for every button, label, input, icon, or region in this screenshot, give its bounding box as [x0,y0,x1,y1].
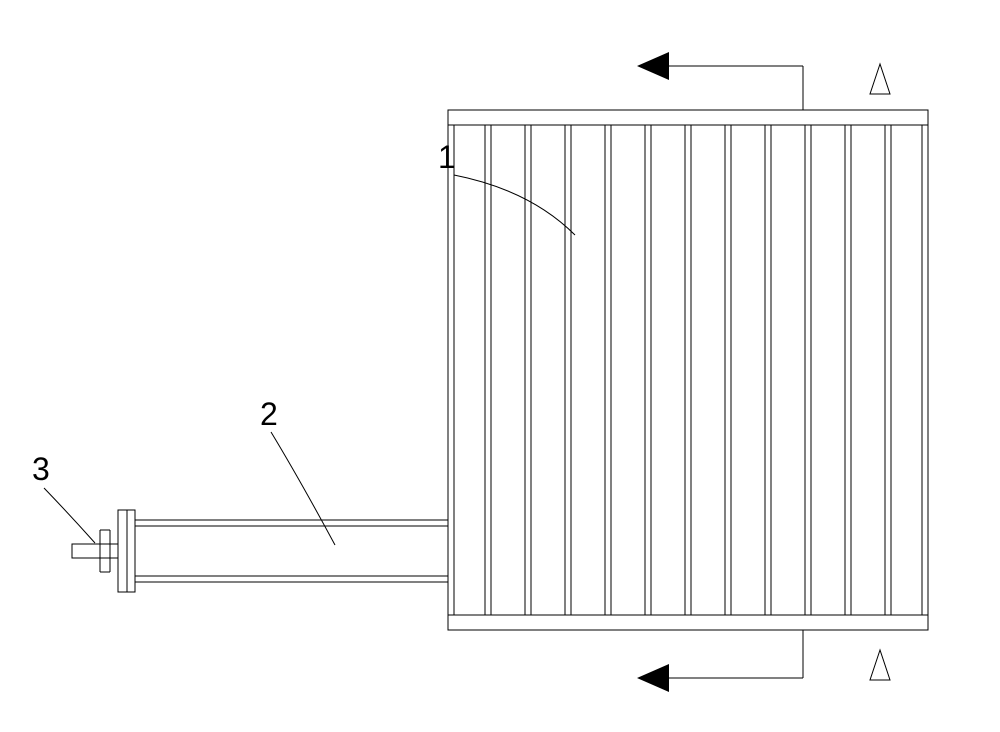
leader-3 [44,488,95,543]
shaft [72,544,118,558]
arm-outer [135,520,448,582]
section-marker [870,64,890,94]
section-marker [870,650,890,680]
top-bar [448,110,928,125]
bottom-bar [448,615,928,630]
leader-2 [271,432,335,545]
main-body [448,125,928,615]
label-3: 3 [32,451,50,487]
section-arrowhead-bottom [637,664,669,692]
leader-1 [454,175,575,235]
section-arrowhead-top [637,52,669,80]
label-2: 2 [260,396,278,432]
label-1: 1 [438,139,456,175]
